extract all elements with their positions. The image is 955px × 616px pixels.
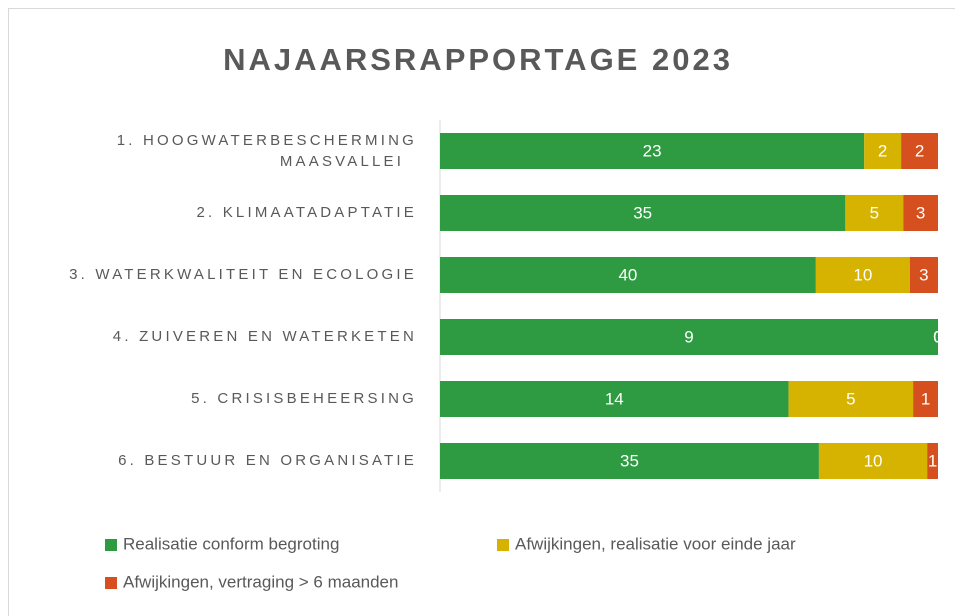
bar-segment — [440, 381, 789, 417]
y-tick-label: 1. HOOGWATERBESCHERMING MAASVALLEI — [117, 132, 417, 170]
data-label: 3 — [916, 203, 925, 222]
bar-segment — [845, 195, 904, 231]
y-tick-label: 4. ZUIVEREN EN WATERKETEN — [113, 328, 417, 345]
data-label: 3 — [919, 265, 928, 284]
chart-title: NAJAARSRAPPORTAGE 2023 — [223, 42, 733, 77]
legend-swatch — [105, 577, 117, 589]
legend-swatch — [497, 539, 509, 551]
data-label: 35 — [633, 203, 652, 222]
bar-segment — [913, 381, 938, 417]
data-label: 9 — [684, 327, 693, 346]
y-tick-label: 3. WATERKWALITEIT EN ECOLOGIE — [69, 266, 417, 283]
data-label: 10 — [853, 265, 872, 284]
data-label: 2 — [878, 141, 887, 160]
legend-label: Afwijkingen, vertraging > 6 maanden — [123, 572, 398, 591]
bar-segment — [927, 443, 938, 479]
legend-label: Afwijkingen, realisatie voor einde jaar — [515, 534, 796, 553]
bar-segment — [788, 381, 914, 417]
bar-segment — [815, 257, 910, 293]
chart-border — [8, 8, 955, 616]
bar-segment — [440, 257, 816, 293]
data-label: 0 — [933, 327, 942, 346]
bar-segment — [440, 443, 819, 479]
bar-segment — [440, 195, 846, 231]
data-label: 1 — [921, 389, 930, 408]
data-label: 5 — [846, 389, 855, 408]
bar-segment — [440, 319, 938, 355]
data-label: 5 — [870, 203, 879, 222]
data-label: 2 — [915, 141, 924, 160]
bar-segment — [818, 443, 928, 479]
y-tick-label: 2. KLIMAATADAPTATIE — [196, 204, 417, 221]
bar-segment — [440, 133, 865, 169]
data-label: 23 — [643, 141, 662, 160]
data-label: 10 — [864, 451, 883, 470]
legend-label: Realisatie conform begroting — [123, 534, 339, 553]
bar-segment — [901, 133, 938, 169]
bar-segment — [909, 257, 938, 293]
data-label: 1 — [928, 451, 937, 470]
bar-segment — [864, 133, 902, 169]
data-label: 40 — [618, 265, 637, 284]
legend-swatch — [105, 539, 117, 551]
data-label: 0 — [933, 327, 942, 346]
data-label: 35 — [620, 451, 639, 470]
y-tick-label: 5. CRISISBEHEERSING — [191, 390, 417, 407]
bar-segment — [903, 195, 938, 231]
data-label: 14 — [605, 389, 624, 408]
y-tick-label: 6. BESTUUR EN ORGANISATIE — [118, 452, 417, 469]
